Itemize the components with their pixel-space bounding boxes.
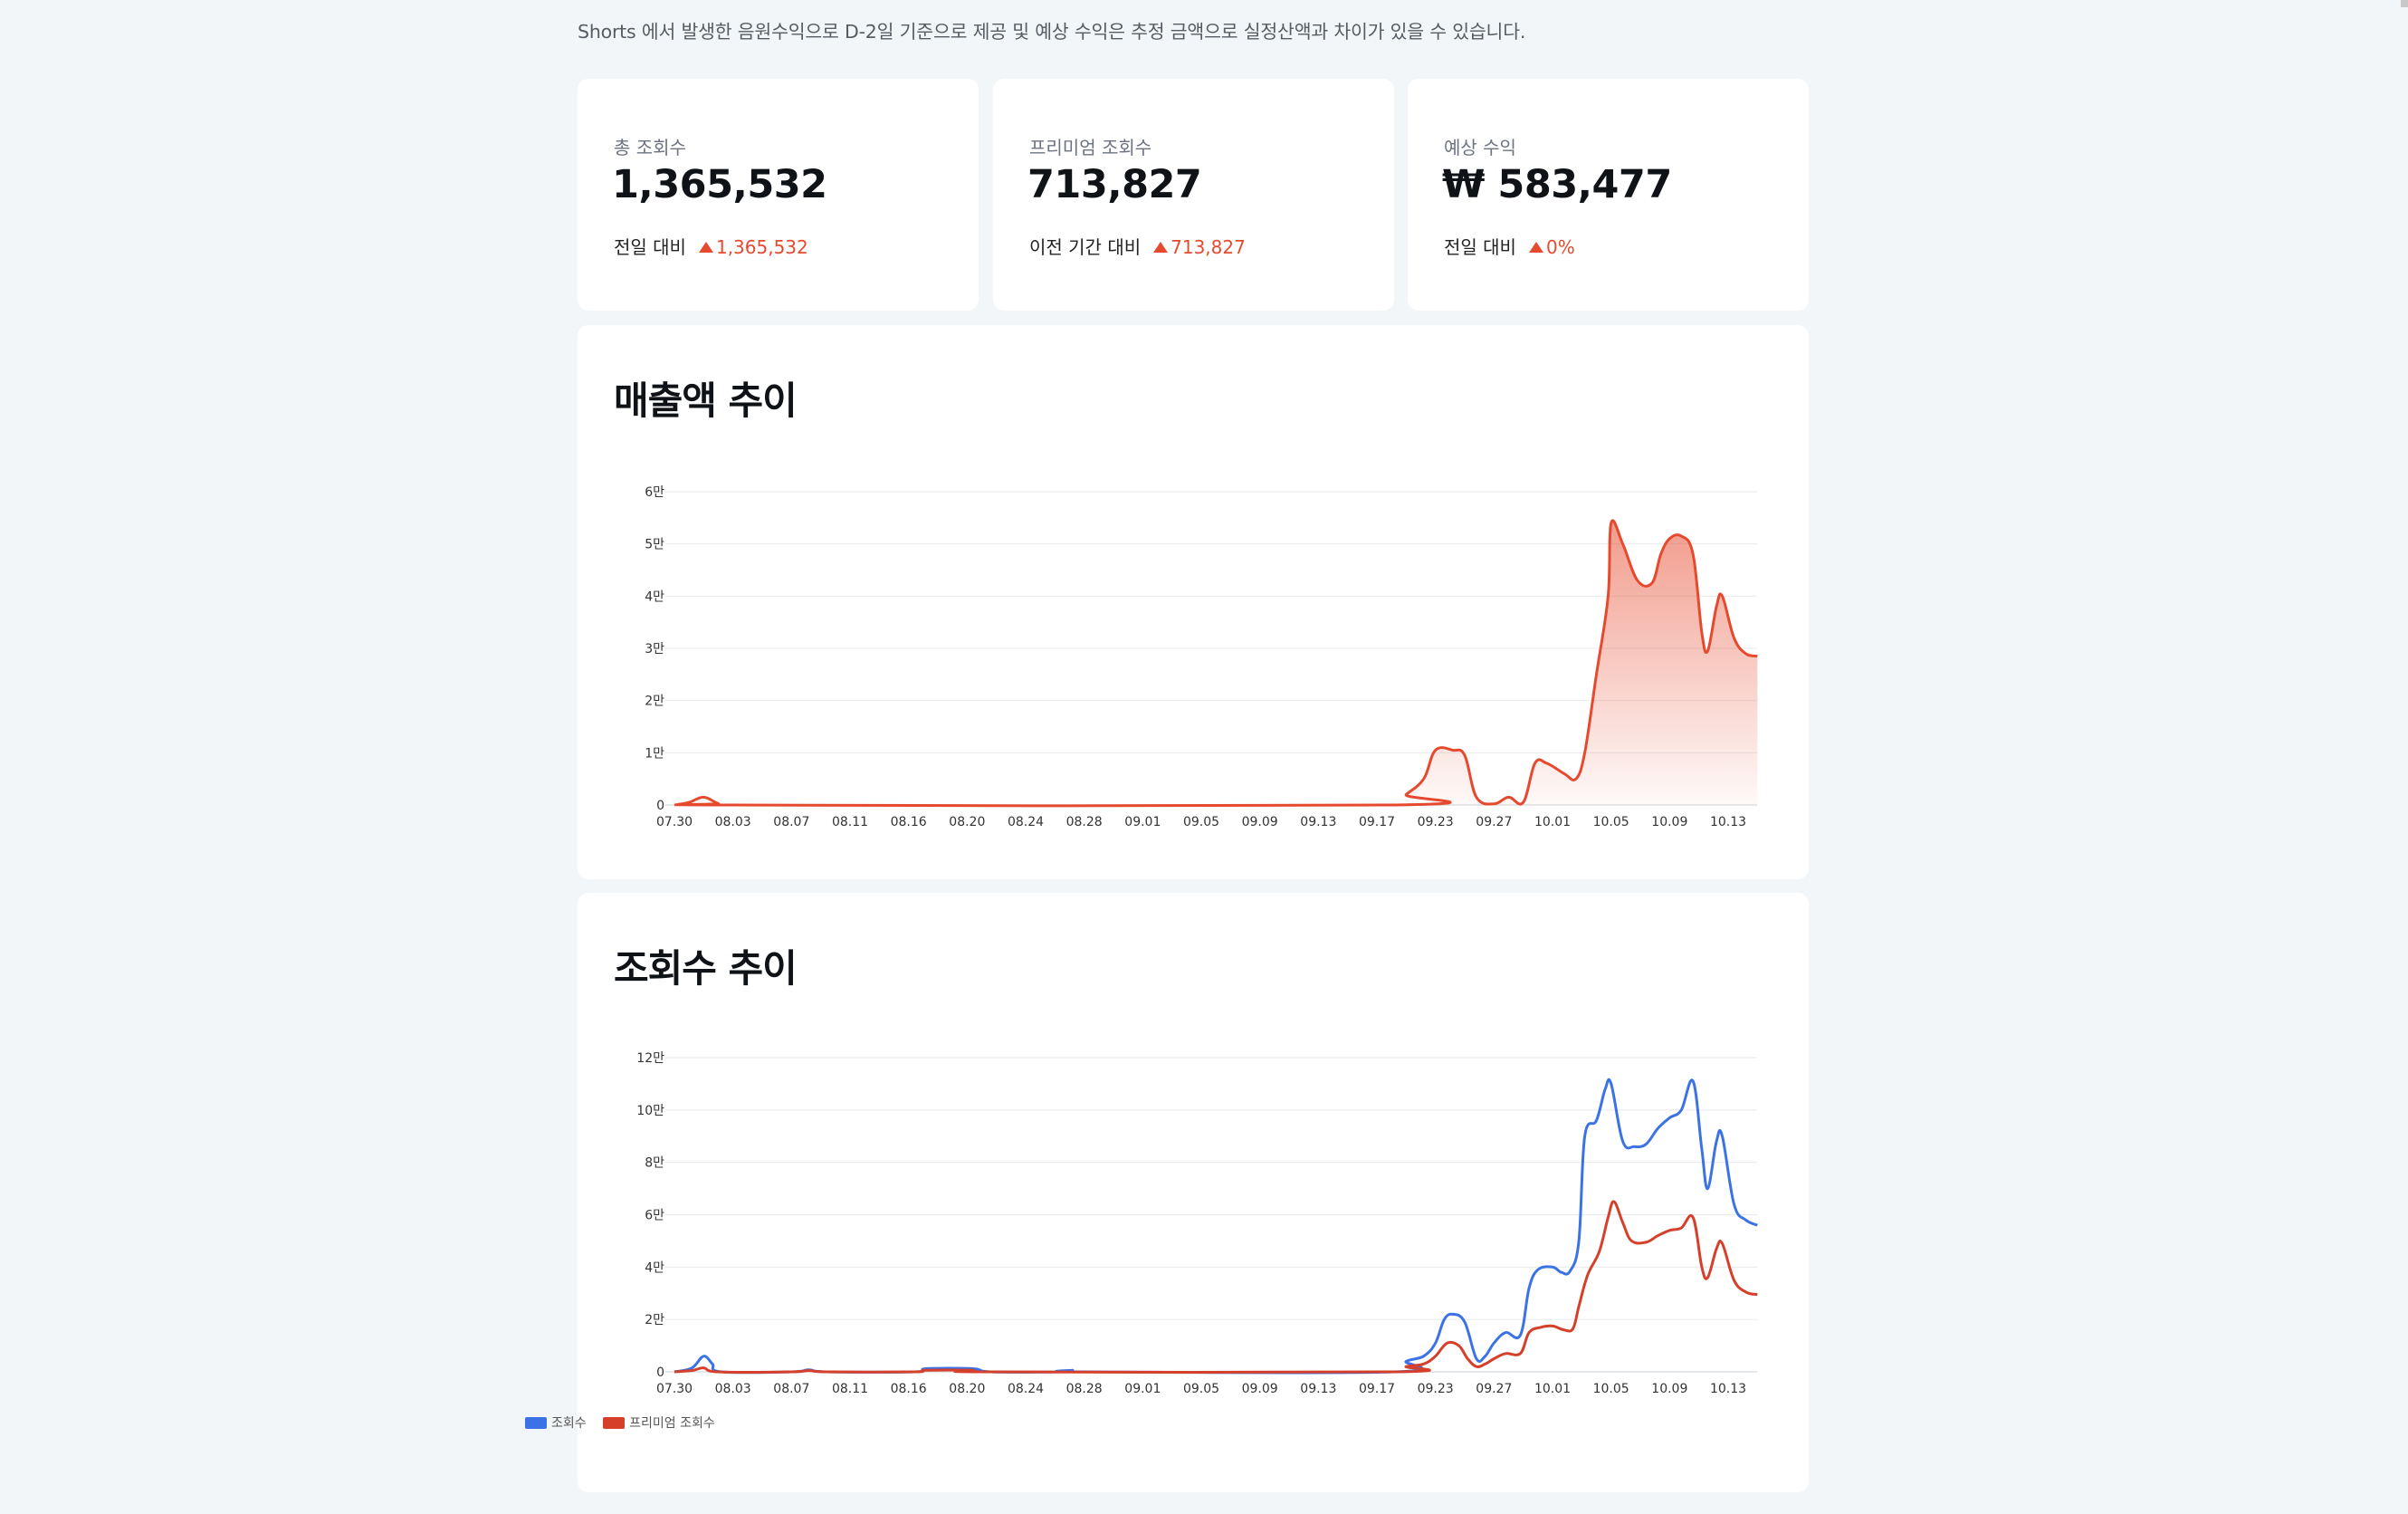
up-triangle-icon [698, 242, 713, 253]
x-tick-label: 08.24 [1008, 815, 1044, 829]
x-tick-label: 08.24 [1008, 1382, 1044, 1396]
views-chart-legend: 조회수 프리미엄 조회수 [525, 1413, 728, 1432]
x-tick-label: 09.23 [1418, 815, 1454, 829]
x-tick-label: 09.13 [1300, 1382, 1336, 1396]
revenue-trend-title: 매출액 추이 [614, 378, 798, 423]
stat-compare-label: 이전 기간 대비 [1029, 236, 1142, 258]
x-tick-label: 09.17 [1359, 1382, 1395, 1396]
y-tick-label: 12만 [636, 1051, 664, 1066]
stat-delta: 0% [1528, 236, 1575, 258]
x-tick-label: 08.16 [891, 815, 927, 829]
stat-card-premium-views: 프리미엄 조회수 713,827 이전 기간 대비 713,827 [993, 79, 1394, 311]
y-tick-label: 3만 [645, 642, 664, 656]
x-tick-label: 09.01 [1124, 1382, 1161, 1396]
x-tick-label: 09.27 [1476, 815, 1512, 829]
up-triangle-icon [1153, 242, 1169, 253]
revenue-chart: 0 1만 2만 3만 4만 5만 6만 07.30 08.03 08.07 08.11 08.16 08… [645, 485, 1758, 829]
y-tick-label: 4만 [645, 589, 664, 604]
legend-label: 조회수 [551, 1416, 587, 1431]
y-tick-label: 1만 [645, 746, 664, 761]
x-tick-label: 08.07 [773, 815, 809, 829]
x-tick-label: 10.13 [1710, 815, 1746, 829]
y-tick-label: 8만 [645, 1156, 664, 1171]
x-tick-label: 10.01 [1534, 1382, 1571, 1396]
x-tick-label: 10.09 [1651, 1382, 1687, 1396]
stat-delta-value: 0% [1545, 236, 1575, 258]
x-tick-label: 08.03 [715, 1382, 751, 1396]
x-tick-label: 08.11 [832, 1382, 868, 1396]
x-tick-label: 08.20 [949, 815, 985, 829]
x-tick-label: 08.16 [891, 1382, 927, 1396]
stat-label: 예상 수익 [1444, 137, 1516, 158]
views-trend-title: 조회수 추이 [614, 946, 798, 991]
x-tick-label: 09.13 [1300, 815, 1336, 829]
y-tick-label: 4만 [645, 1260, 664, 1275]
views-chart: 0 2만 4만 6만 8만 10만 12만 07.30 08.03 08.07 08.11 08.16… [636, 1051, 1758, 1396]
stat-compare: 전일 대비 1,365,532 [614, 233, 808, 259]
revenue-notice: Shorts 에서 발생한 음원수익으로 D-2일 기준으로 제공 및 예상 수… [578, 21, 1526, 43]
y-tick-label: 2만 [645, 1313, 664, 1327]
x-tick-label: 08.07 [773, 1382, 809, 1396]
series-line [674, 519, 1758, 808]
legend-item-premium-views[interactable]: 프리미엄 조회수 [603, 1416, 715, 1431]
stat-card-total-views: 총 조회수 1,365,532 전일 대비 1,365,532 [578, 79, 979, 311]
x-tick-label: 09.27 [1476, 1382, 1512, 1396]
y-tick-label: 2만 [645, 695, 664, 709]
stat-compare-label: 전일 대비 [614, 236, 686, 258]
x-tick-label: 10.13 [1710, 1382, 1746, 1396]
stat-delta: 713,827 [1153, 236, 1246, 258]
series-line [674, 1200, 1758, 1375]
x-tick-label: 09.01 [1124, 815, 1161, 829]
series-line [674, 1078, 1758, 1375]
scrollbar[interactable] [2401, 0, 2408, 7]
stat-compare-label: 전일 대비 [1444, 236, 1516, 258]
y-tick-label: 0 [656, 1365, 664, 1380]
stat-delta-value: 713,827 [1171, 236, 1246, 258]
legend-swatch [525, 1417, 547, 1429]
x-tick-label: 09.09 [1242, 1382, 1278, 1396]
x-tick-label: 09.09 [1242, 815, 1278, 829]
y-tick-label: 10만 [636, 1104, 664, 1118]
x-tick-label: 09.23 [1418, 1382, 1454, 1396]
x-tick-label: 08.11 [832, 815, 868, 829]
legend-label: 프리미엄 조회수 [629, 1416, 715, 1431]
x-tick-label: 07.30 [656, 1382, 693, 1396]
y-tick-label: 6만 [645, 1209, 664, 1223]
views-trend-card: 조회수 추이 [578, 893, 1809, 1492]
series-area [674, 520, 1758, 807]
legend-swatch [603, 1417, 626, 1429]
x-tick-label: 09.05 [1183, 1382, 1219, 1396]
x-tick-label: 08.28 [1066, 815, 1103, 829]
x-tick-label: 10.09 [1651, 815, 1687, 829]
y-tick-label: 5만 [645, 538, 664, 552]
stat-value: 713,827 [1027, 162, 1202, 207]
legend-item-views[interactable]: 조회수 [525, 1416, 587, 1431]
x-tick-label: 09.17 [1359, 815, 1395, 829]
stat-delta: 1,365,532 [698, 236, 808, 258]
stat-compare: 전일 대비 0% [1444, 233, 1575, 259]
stat-delta-value: 1,365,532 [715, 236, 808, 258]
x-tick-label: 10.05 [1593, 1382, 1629, 1396]
x-tick-label: 07.30 [656, 815, 693, 829]
x-tick-label: 08.20 [949, 1382, 985, 1396]
y-tick-label: 6만 [645, 485, 664, 500]
x-tick-label: 08.28 [1066, 1382, 1103, 1396]
x-tick-label: 09.05 [1183, 815, 1219, 829]
stat-label: 프리미엄 조회수 [1029, 137, 1152, 158]
stat-compare: 이전 기간 대비 713,827 [1029, 233, 1246, 259]
stat-card-expected-revenue: 예상 수익 ₩ 583,477 전일 대비 0% [1408, 79, 1809, 311]
y-tick-label: 0 [656, 799, 664, 813]
x-tick-label: 10.01 [1534, 815, 1571, 829]
stat-value: ₩ 583,477 [1442, 162, 1672, 207]
up-triangle-icon [1528, 242, 1543, 253]
stat-value: 1,365,532 [612, 162, 827, 207]
x-tick-label: 10.05 [1593, 815, 1629, 829]
x-tick-label: 08.03 [715, 815, 751, 829]
stat-label: 총 조회수 [614, 137, 686, 158]
